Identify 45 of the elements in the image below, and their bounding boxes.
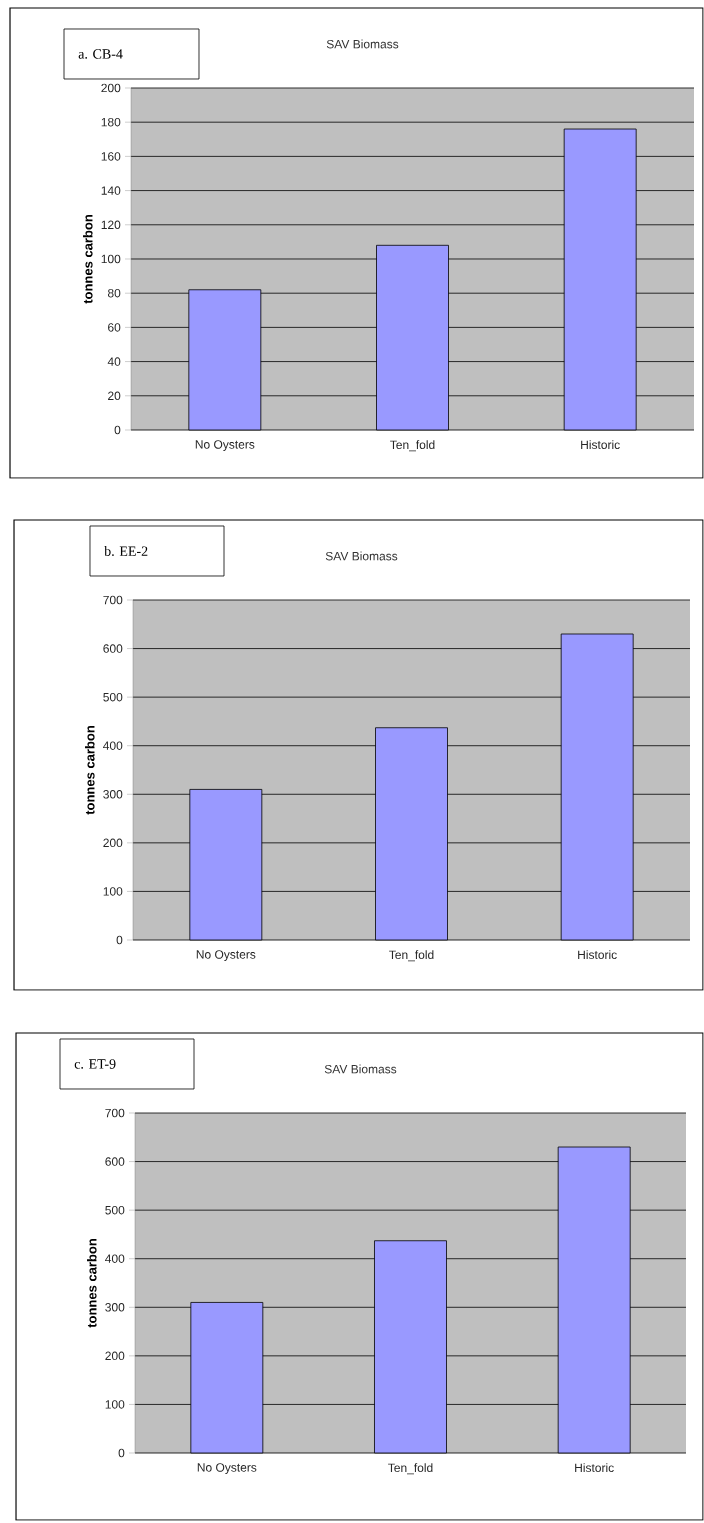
chart-title: SAV Biomass [327,39,399,49]
y-tick-label: 200 [103,838,123,848]
y-tick-label: 0 [116,935,123,945]
y-tick-label: 700 [103,595,123,605]
y-tick-label: 200 [101,83,121,93]
y-tick-label: 100 [101,254,121,264]
x-tick-label: No Oysters [197,950,256,962]
y-tick-label: 300 [105,1303,125,1312]
y-tick-label: 300 [103,790,123,799]
chart-subtitle: c. ET-9 [74,1059,116,1069]
x-tick-label: No Oysters [196,440,255,452]
y-tick-label: 600 [105,1157,125,1166]
x-tick-label: Historic [578,950,618,959]
y-axis-title: tonnes carbon [87,1239,97,1328]
y-tick-label: 700 [105,1108,125,1118]
y-tick-label: 100 [105,1400,125,1409]
x-tick-label: Ten_fold [390,440,435,452]
y-tick-label: 600 [103,644,123,653]
y-tick-label: 60 [108,323,121,332]
x-tick-label: No Oysters [198,1463,257,1475]
y-tick-label: 200 [105,1351,125,1361]
y-tick-label: 0 [114,425,121,435]
y-tick-label: 100 [103,887,123,896]
y-tick-label: 120 [101,220,121,230]
y-axis-title: tonnes carbon [85,726,95,815]
y-tick-label: 400 [103,741,123,750]
x-tick-label: Ten_fold [388,1463,433,1475]
y-tick-label: 500 [105,1205,125,1215]
y-tick-label: 80 [108,288,121,298]
y-tick-label: 400 [105,1254,125,1263]
y-tick-label: 40 [107,357,121,366]
x-tick-label: Historic [575,1463,615,1472]
chart-subtitle: b. EE-2 [104,546,148,556]
x-tick-label: Ten_fold [389,950,434,962]
y-tick-label: 180 [101,117,121,127]
y-axis-title: tonnes carbon [83,215,93,304]
x-tick-label: Historic [581,440,621,449]
chart-subtitle: a. CB-4 [78,49,123,59]
y-tick-label: 140 [101,186,121,195]
chart-title: SAV Biomass [326,551,398,561]
y-tick-label: 20 [108,391,121,401]
y-tick-label: 160 [101,152,121,161]
y-tick-label: 0 [118,1448,125,1458]
chart-title: SAV Biomass [325,1064,397,1074]
y-tick-label: 500 [103,692,123,702]
